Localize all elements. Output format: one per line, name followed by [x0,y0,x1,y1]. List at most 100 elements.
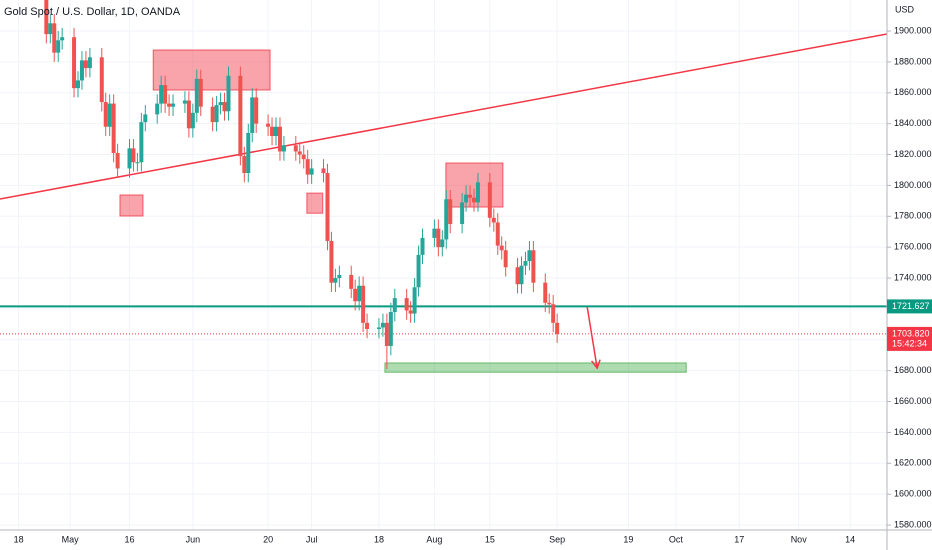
x-tick-label: Nov [791,534,808,544]
x-tick-label: Jul [306,534,318,544]
candle-body [392,298,397,313]
x-tick-label: 14 [845,534,855,544]
candle-body [309,168,314,175]
candle-body [365,322,370,329]
y-tick-label: 1780.000 [894,211,932,221]
x-tick-label: 16 [124,534,134,544]
y-tick-label: 1600.000 [894,489,932,499]
candle-body [48,23,53,35]
price-label: 1721.627 [892,301,930,311]
y-tick-label: 1620.000 [894,458,932,468]
candle-body [127,148,132,169]
x-tick-label: 20 [263,534,273,544]
candle-body [44,0,49,35]
y-tick-label: 1820.000 [894,149,932,159]
x-tick-label: 18 [14,534,24,544]
candle-body [547,302,552,305]
candle-body [495,222,500,246]
x-tick-label: 17 [734,534,744,544]
candle-body [163,85,168,104]
y-tick-label: 1660.000 [894,396,932,406]
x-tick-label: May [62,534,80,544]
candle-body [99,57,104,103]
candle-body [190,112,195,129]
candle-body [337,274,342,279]
y-tick-label: 1900.000 [894,25,932,35]
y-tick-label: 1880.000 [894,56,932,66]
candle-body [404,298,409,311]
y-axis-label: USD [895,4,915,14]
candle-body [515,267,520,285]
x-tick-label: Oct [669,534,684,544]
candle-body [420,237,425,255]
candle-body [226,75,231,112]
candle-body [416,254,421,288]
candle-body [380,322,385,328]
candle-body [519,265,524,285]
candle-body [60,37,65,41]
zone-rectangle [152,49,271,91]
candle-body [194,78,199,113]
candle-body [412,287,417,314]
candle-body [52,23,57,53]
candle-body [487,182,492,218]
candle-body [297,151,302,155]
y-tick-label: 1860.000 [894,87,932,97]
candle-body [388,312,393,346]
chart-title: Gold Spot / U.S. Dollar, 1D, OANDA [4,6,181,18]
candle-body [349,274,354,289]
candle-body [408,310,413,314]
arrow-head [591,359,601,370]
candle-body [238,75,243,157]
candle-body [543,282,548,303]
y-tick-label: 1840.000 [894,118,932,128]
candle-body [273,126,278,137]
candle-body [87,57,92,69]
candle-body [242,156,247,174]
candle-body [293,145,298,152]
candle-body [555,322,560,334]
candle-body [460,202,465,225]
candle-body [155,103,160,115]
y-tick-label: 1800.000 [894,180,932,190]
candle-body [305,159,310,175]
trend-line [0,33,887,200]
candle-body [270,126,275,137]
candle-body [277,126,282,152]
candle-body [131,148,136,163]
candle-body [376,327,381,329]
candle-body [76,80,81,89]
candle-body [436,228,441,248]
candle-body [384,322,389,346]
candle-body [210,106,215,123]
candle-body [491,217,496,223]
candle-body [182,100,187,104]
candle-body [444,199,449,240]
candle-body [246,132,251,174]
candle-body [72,37,77,89]
candle-body [551,304,556,323]
candle-body [159,85,164,104]
candle-body [103,102,108,127]
x-tick-label: 19 [623,534,633,544]
x-tick-label: Sep [549,534,565,544]
candle-body [448,199,453,225]
arrow [586,306,598,369]
zone-rectangle [119,194,144,217]
zone-rectangle [384,362,687,373]
candle-body [56,40,61,53]
candle-body [361,285,366,323]
candle-body [250,97,255,133]
candle-body [353,288,358,302]
last-price-label: 1703.820 [892,328,930,338]
candle-body [115,152,120,169]
candle-body [301,154,306,160]
candle-body [333,278,338,283]
candle-body [254,97,259,124]
candle-body [218,102,223,106]
candle-body [357,285,362,302]
candle-body [499,245,504,251]
candle-body [329,240,334,283]
